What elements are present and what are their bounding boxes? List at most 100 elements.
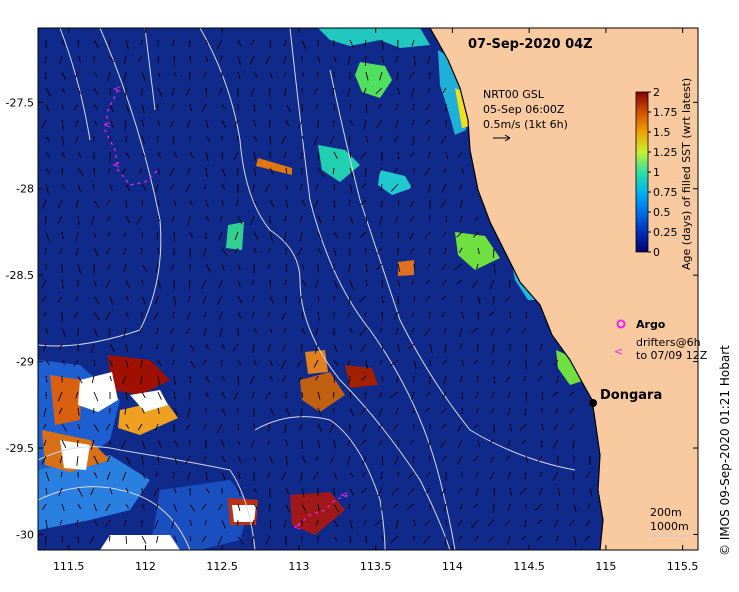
current-vector (61, 359, 66, 365)
drifter-legend-icon: < (614, 345, 623, 358)
current-vector (125, 359, 129, 369)
current-vector (108, 535, 111, 542)
current-vector (570, 423, 575, 431)
current-vector (572, 487, 575, 495)
current-vector (285, 439, 288, 446)
current-vector (410, 279, 415, 285)
current-vector (375, 119, 383, 128)
current-vector (140, 375, 143, 385)
current-vector (317, 55, 320, 63)
patch-white-5 (232, 505, 256, 522)
current-vector (173, 407, 179, 417)
current-vector (359, 327, 367, 336)
current-vector (269, 375, 273, 381)
current-vector (349, 119, 354, 126)
current-vector (93, 359, 96, 367)
current-vector (76, 455, 79, 466)
current-vector (489, 455, 495, 464)
current-vector (359, 295, 367, 303)
current-vector (237, 279, 241, 288)
x-tick-label: 114 (442, 560, 463, 573)
current-vector (285, 199, 288, 208)
current-vector (92, 183, 95, 190)
current-vector (93, 311, 100, 321)
current-vector (236, 167, 239, 176)
current-vector (332, 119, 335, 127)
current-vector (58, 199, 63, 209)
current-vector (283, 231, 287, 242)
current-vector (221, 119, 227, 128)
patch-orange-mid (118, 400, 178, 435)
current-vector (362, 423, 367, 433)
current-vector (253, 503, 259, 511)
current-vector (250, 215, 255, 225)
current-vector (269, 295, 274, 304)
current-vector (409, 215, 415, 222)
current-vector (205, 55, 209, 63)
current-vector (475, 407, 479, 414)
current-vector (204, 183, 207, 190)
current-vector (477, 439, 480, 447)
current-vector (298, 119, 303, 129)
colorbar-tick-label: 0.25 (653, 226, 678, 239)
current-vector (75, 519, 79, 527)
current-vector (237, 535, 244, 545)
current-vector (141, 199, 144, 206)
patch-white-2 (130, 390, 168, 412)
drifter-track-south (297, 494, 349, 526)
current-vector (458, 183, 463, 191)
current-vector (572, 439, 575, 449)
current-vector (105, 503, 111, 512)
current-vector (75, 231, 79, 242)
current-vector (298, 423, 303, 431)
current-vector (45, 103, 50, 112)
current-vector (349, 327, 353, 334)
current-vector (378, 103, 383, 109)
current-vector (424, 119, 431, 125)
current-vector (456, 423, 463, 432)
x-tick-label: 113.5 (360, 560, 392, 573)
current-vector (379, 71, 383, 81)
current-vector (475, 487, 479, 496)
current-vector (397, 151, 400, 160)
current-vector (186, 311, 191, 321)
current-vector (333, 55, 337, 63)
current-vector (525, 455, 529, 463)
current-vector (349, 167, 354, 178)
current-vector (285, 103, 291, 112)
current-vector (171, 519, 175, 529)
current-vector (583, 535, 591, 542)
current-vector (380, 471, 383, 480)
current-vector (125, 503, 129, 509)
current-vector (394, 135, 399, 143)
patch-red-west (108, 355, 170, 395)
colorbar-tick-label: 1.5 (653, 126, 671, 139)
isobath-legend: 200m 1000m (650, 506, 689, 537)
current-vector (505, 455, 511, 461)
current-vector (107, 167, 111, 174)
patch-green-small (226, 222, 244, 250)
current-vector (360, 151, 367, 159)
current-vector (458, 327, 463, 337)
current-vector (109, 183, 113, 192)
current-vector (93, 295, 100, 305)
current-vector (283, 519, 287, 528)
current-vector (120, 439, 127, 449)
current-vector (285, 183, 289, 190)
current-vector (186, 327, 191, 334)
current-vector (109, 375, 112, 382)
current-vector (269, 103, 272, 110)
current-vector (237, 487, 241, 497)
isobath-legend-line2: 1000m (650, 520, 689, 533)
current-vector (317, 295, 320, 302)
current-vector (154, 519, 159, 530)
patch-coast-green (455, 232, 500, 270)
current-vector (392, 423, 399, 432)
current-vector (408, 71, 415, 79)
current-vector (250, 39, 255, 46)
current-vector (205, 375, 210, 383)
contour-7 (254, 416, 386, 550)
contour-5 (38, 446, 256, 550)
current-vector (157, 71, 161, 77)
